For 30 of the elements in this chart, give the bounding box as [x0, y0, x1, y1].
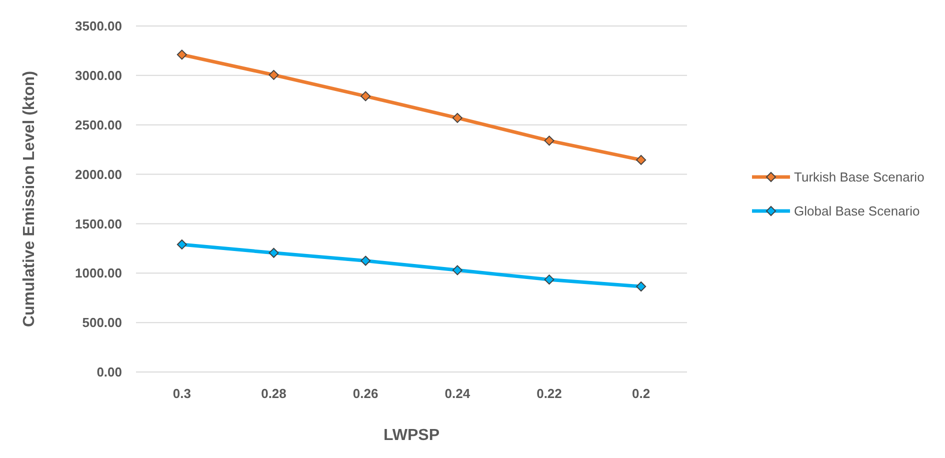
x-axis-title: LWPSP	[383, 427, 440, 444]
y-tick-label: 1500.00	[75, 216, 122, 232]
x-tick-label: 0.24	[444, 386, 471, 401]
point	[268, 248, 279, 258]
legend-label: Global Base Scenario	[794, 204, 920, 219]
point	[636, 154, 646, 165]
y-tick-label: 500.00	[82, 315, 122, 330]
x-tick-label: 0.28	[261, 386, 286, 401]
y-tick-label: 3500.00	[75, 18, 122, 34]
legend-label: Turkish Base Scenario	[794, 170, 924, 185]
y-tick-label: 3000.00	[75, 68, 122, 83]
point	[636, 281, 646, 292]
point	[452, 265, 462, 276]
point	[360, 91, 371, 102]
y-tick-label: 2500.00	[75, 117, 122, 132]
point	[544, 136, 554, 146]
y-axis-title: Cumulative Emission Level (kton)	[21, 70, 38, 328]
y-tick-label: 1000.00	[75, 266, 122, 281]
point	[452, 112, 462, 123]
x-tick-label: 0.26	[352, 386, 378, 401]
point	[544, 274, 554, 285]
y-tick-label: 0.00	[96, 364, 122, 380]
point	[360, 256, 371, 266]
point	[268, 70, 279, 80]
x-tick-label: 0.3	[172, 386, 191, 401]
x-tick-label: 0.2	[632, 386, 650, 401]
point	[176, 50, 187, 60]
y-tick-label: 2000.00	[75, 166, 122, 182]
point	[176, 239, 187, 250]
x-tick-label: 0.22	[536, 386, 562, 401]
